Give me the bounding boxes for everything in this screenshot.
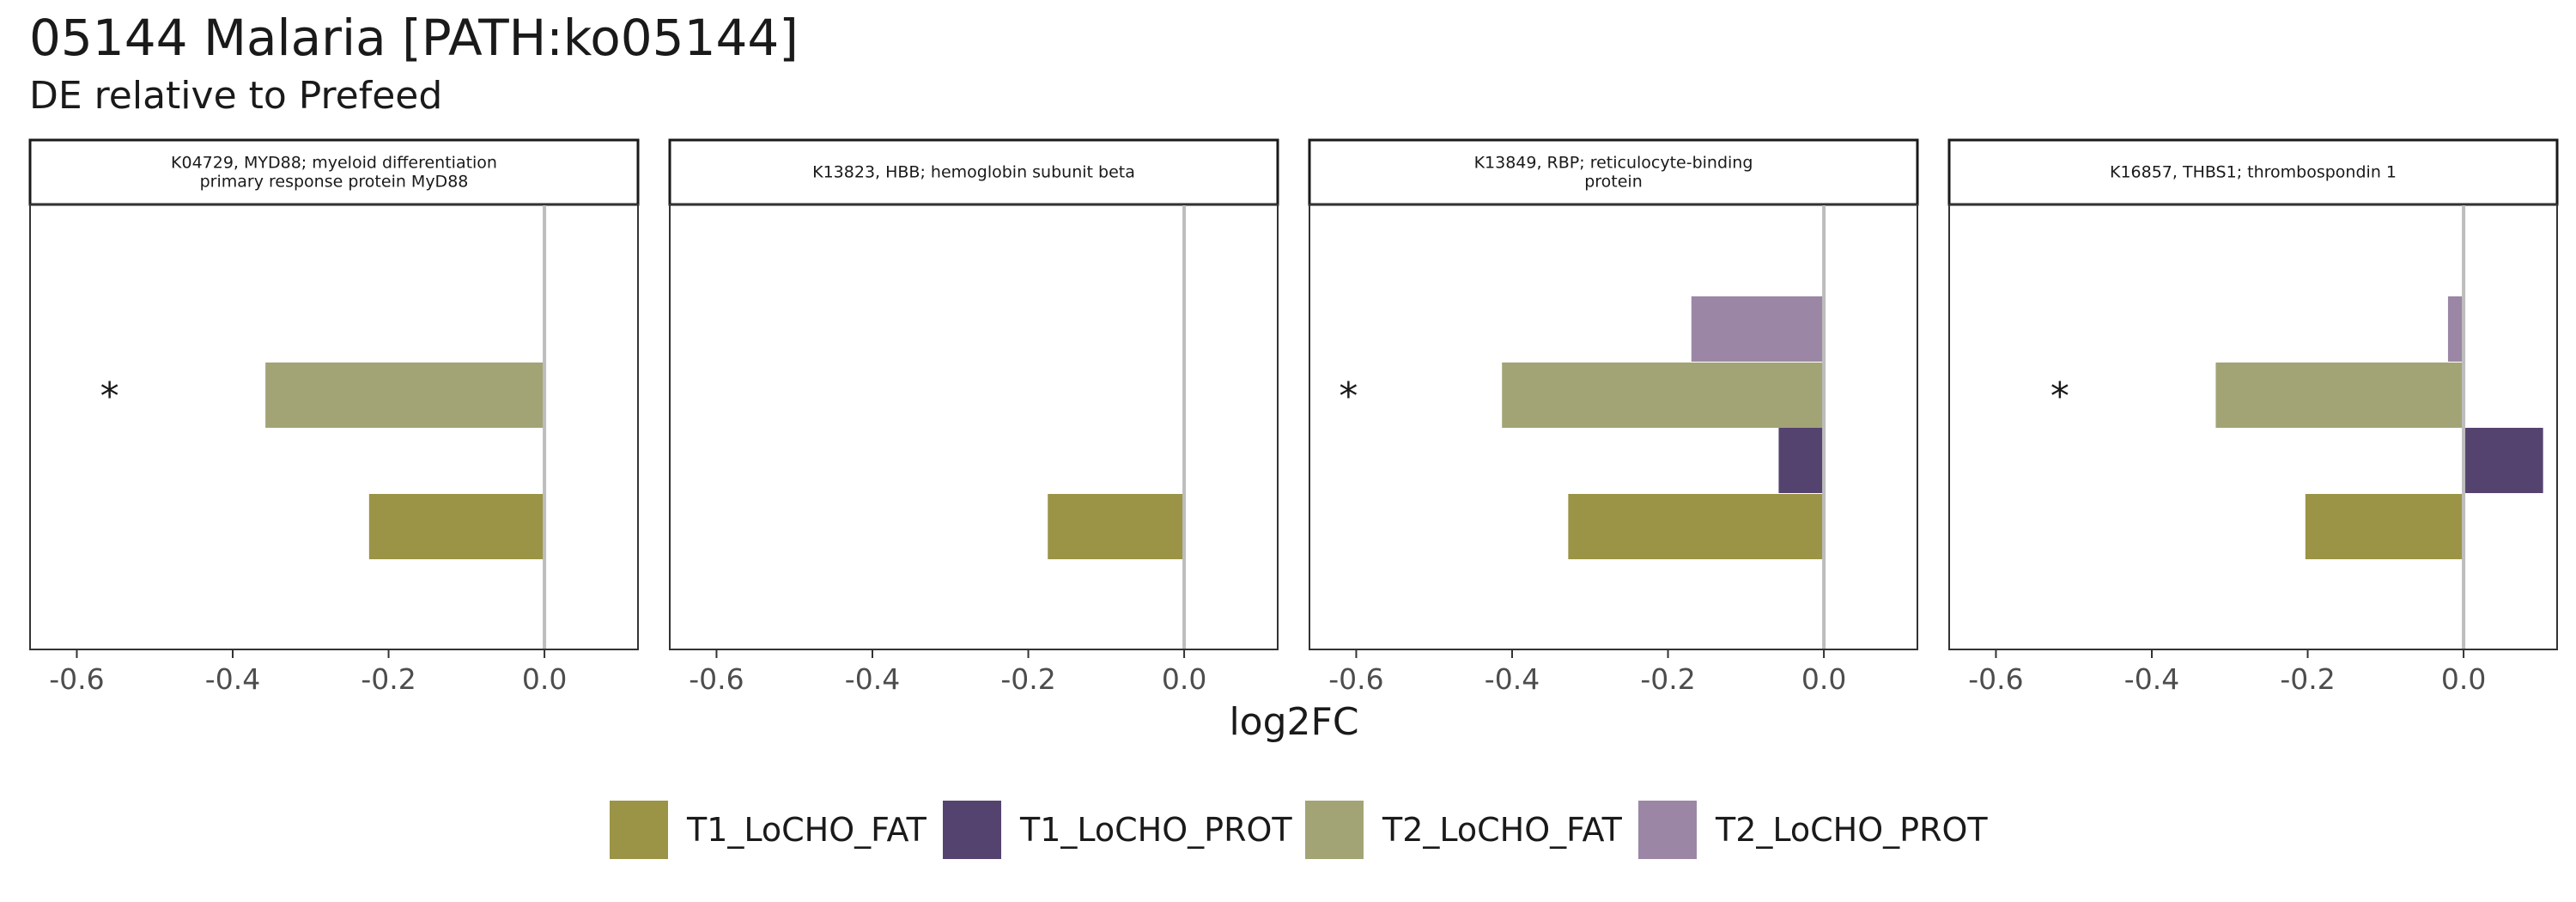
legend-label-t1-locho-prot: T1_LoCHO_PROT	[1020, 811, 1292, 849]
panel-strip-title: protein	[1584, 173, 1643, 192]
bar-t2-locho-fat	[1502, 363, 1825, 428]
x-tick-label: -0.4	[2124, 662, 2179, 696]
legend: T1_LoCHO_FAT T1_LoCHO_PROT T2_LoCHO_FAT …	[0, 801, 2576, 869]
panel-border	[29, 204, 639, 650]
legend-item-t2-locho-prot: T2_LoCHO_PROT	[1638, 801, 1988, 859]
bar-t1-locho-fat	[1568, 494, 1825, 559]
legend-item-t2-locho-fat: T2_LoCHO_FAT	[1305, 801, 1622, 859]
bar-t2-locho-fat	[2215, 363, 2464, 428]
x-axis-title: log2FC	[1229, 700, 1358, 744]
bar-t1-locho-fat	[1048, 494, 1185, 559]
bar-t1-locho-fat	[2305, 494, 2464, 559]
x-tick-label: -0.2	[1000, 662, 1055, 696]
panel-border	[669, 204, 1279, 650]
bar-t2-locho-fat	[265, 363, 545, 428]
x-tick-label: -0.4	[845, 662, 900, 696]
page-subtitle: DE relative to Prefeed	[29, 74, 443, 118]
legend-label-t2-locho-fat: T2_LoCHO_FAT	[1382, 811, 1622, 849]
panel-3: K13849, RBP; reticulocyte-bindingprotein…	[1308, 138, 1919, 696]
bar-t1-locho-fat	[368, 494, 545, 559]
x-tick-label: -0.2	[1640, 662, 1695, 696]
legend-swatch-t2-locho-fat	[1305, 801, 1364, 859]
significance-marker: *	[2050, 375, 2069, 418]
bar-t2-locho-prot	[1691, 296, 1825, 362]
x-tick-label: 0.0	[1162, 662, 1206, 696]
bar-t1-locho-prot	[2464, 428, 2543, 493]
x-tick-label: -0.6	[1328, 662, 1383, 696]
page-title: 05144 Malaria [PATH:ko05144]	[29, 9, 799, 67]
x-tick-label: -0.6	[1968, 662, 2023, 696]
x-tick-label: -0.2	[2280, 662, 2335, 696]
panel-1: K04729, MYD88; myeloid differentiationpr…	[28, 138, 640, 696]
bar-t1-locho-prot	[1778, 428, 1825, 493]
panel-2: K13823, HBB; hemoglobin subunit beta -0.6…	[668, 138, 1279, 696]
panel-strip-title: K04729, MYD88; myeloid differentiation	[171, 154, 497, 173]
panel-4: K16857, THBS1; thrombospondin 1 * -0.6 -0.4…	[1947, 138, 2559, 696]
panel-border	[1309, 204, 1918, 650]
legend-label-t2-locho-prot: T2_LoCHO_PROT	[1716, 811, 1988, 849]
panel-border	[1948, 204, 2558, 650]
panel-strip-title: K13849, RBP; reticulocyte-binding	[1474, 154, 1753, 173]
legend-item-t1-locho-fat: T1_LoCHO_FAT	[610, 801, 927, 859]
legend-label-t1-locho-fat: T1_LoCHO_FAT	[687, 811, 927, 849]
x-tick-label: 0.0	[2441, 662, 2486, 696]
x-tick-label: -0.4	[1485, 662, 1540, 696]
significance-marker: *	[100, 375, 119, 418]
x-tick-label: -0.6	[689, 662, 744, 696]
x-tick-label: -0.6	[49, 662, 104, 696]
x-tick-label: 0.0	[1801, 662, 1846, 696]
panel-strip-title: primary response protein MyD88	[200, 173, 469, 192]
panel-strip-title: K13823, HBB; hemoglobin subunit beta	[812, 163, 1135, 182]
panel-strip	[668, 138, 1279, 206]
legend-swatch-t1-locho-fat	[610, 801, 668, 859]
legend-swatch-t2-locho-prot	[1638, 801, 1697, 859]
significance-marker: *	[1339, 375, 1358, 418]
x-tick-label: -0.2	[361, 662, 416, 696]
legend-swatch-t1-locho-prot	[943, 801, 1001, 859]
bar-t2-locho-prot	[2447, 296, 2464, 362]
x-tick-label: -0.4	[205, 662, 260, 696]
panel-strip-title: K16857, THBS1; thrombospondin 1	[2110, 163, 2397, 182]
legend-item-t1-locho-prot: T1_LoCHO_PROT	[943, 801, 1292, 859]
x-tick-label: 0.0	[522, 662, 567, 696]
